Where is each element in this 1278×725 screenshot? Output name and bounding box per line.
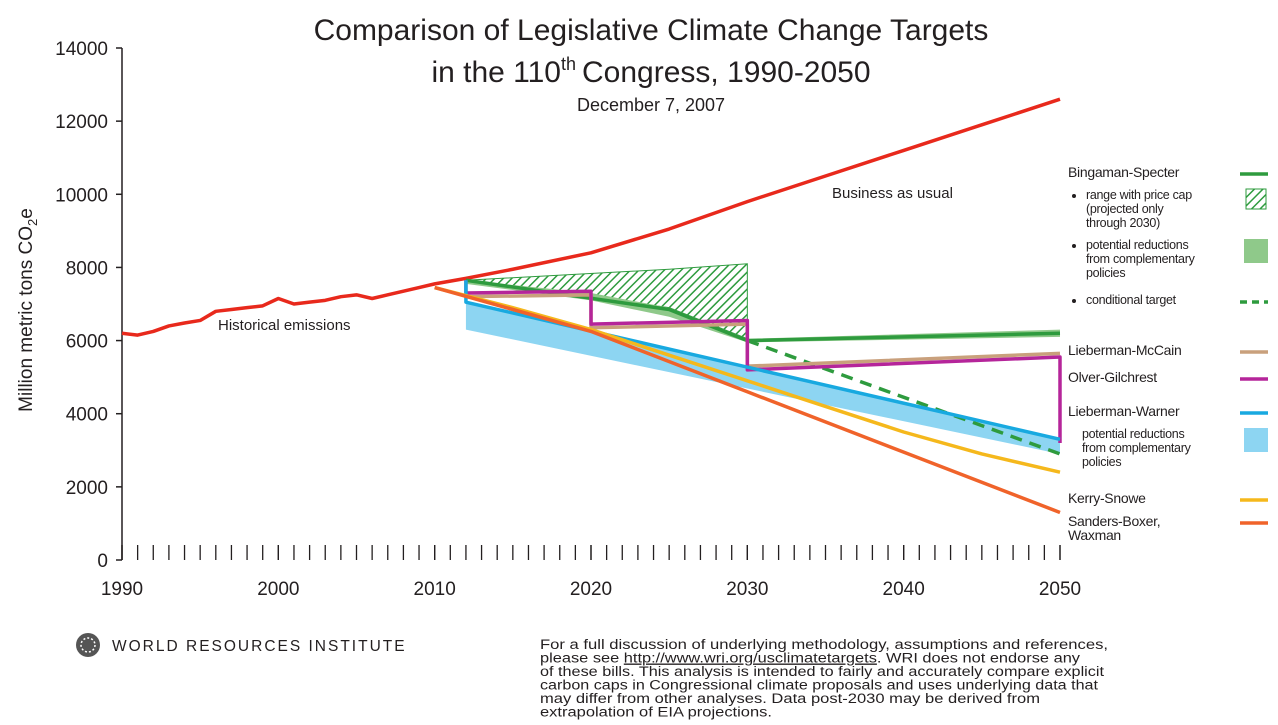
x-tick-label: 2050	[1039, 579, 1081, 600]
footnote-line: For a full discussion of underlying meth…	[540, 637, 1108, 652]
chart-title-line2: in the 110th Congress, 1990-2050	[431, 54, 870, 89]
x-tick-label: 1990	[101, 579, 143, 600]
line	[121, 97, 1061, 337]
x-tick-label: 2020	[570, 579, 612, 600]
line	[464, 280, 1062, 443]
legend-label: Kerry-Snowe	[1068, 490, 1146, 506]
y-tick-label: 4000	[66, 405, 108, 426]
footnote-text: For a full discussion of underlying meth…	[540, 637, 1108, 652]
line	[434, 285, 1061, 515]
footnote-line: extrapolation of EIA projections.	[540, 705, 772, 720]
footnote-line: may differ from other analyses. Data pos…	[540, 691, 1040, 706]
footnote-text: please see	[540, 651, 624, 666]
y-label-subscript: 2	[25, 219, 40, 226]
band	[465, 302, 1060, 454]
x-tick-label: 2040	[883, 579, 925, 600]
legend-bullet	[1072, 299, 1076, 303]
legend-label: potential reductions from complementary …	[1086, 238, 1195, 280]
x-tick-label: 2000	[257, 579, 299, 600]
y-label-part: e	[16, 208, 37, 219]
legend-bullet	[1072, 194, 1076, 198]
y-label-part: Million metric tons CO	[16, 226, 37, 412]
title-part: Congress, 1990-2050	[582, 56, 871, 89]
footnote-text: of these bills. This analysis is intende…	[540, 664, 1104, 679]
y-tick-label: 10000	[55, 185, 108, 206]
legend-label: Lieberman-McCain	[1068, 342, 1182, 358]
x-tick-label: 2010	[414, 579, 456, 600]
x-tick-label: 2030	[726, 579, 768, 600]
y-tick-label: 6000	[66, 332, 108, 353]
legend-swatch	[1245, 188, 1267, 210]
y-tick-label: 14000	[55, 39, 108, 60]
chart-title: Comparison of Legislative Climate Change…	[314, 14, 989, 47]
wri-logo	[76, 633, 100, 657]
chart-subtitle: December 7, 2007	[577, 95, 725, 115]
footnote-line: please see http://www.wri.org/usclimatet…	[540, 651, 1080, 666]
y-tick-label: 12000	[55, 112, 108, 133]
y-axis-label: Million metric tons CO2e	[16, 208, 40, 412]
footnote-line: of these bills. This analysis is intende…	[540, 664, 1104, 679]
footnote-text: . WRI does not endorse any	[877, 651, 1080, 666]
footnote-text: may differ from other analyses. Data pos…	[540, 691, 1040, 706]
title-part: in the 110	[431, 56, 561, 89]
annotation: Historical emissions	[218, 317, 351, 334]
legend-label: range with price cap (projected only thr…	[1086, 188, 1192, 230]
legend-swatch	[1244, 239, 1268, 263]
line	[465, 293, 1061, 368]
line	[464, 280, 1061, 442]
title-superscript: th	[561, 54, 576, 74]
legend-bullet	[1072, 244, 1076, 248]
dashed-line	[746, 338, 1061, 456]
footnote-line: carbon caps in Congressional climate pro…	[540, 678, 1098, 693]
legend-label: Lieberman-Warner	[1068, 403, 1180, 419]
annotation: Business as usual	[832, 185, 953, 202]
footnote-text: carbon caps in Congressional climate pro…	[540, 678, 1098, 693]
footnote-link[interactable]: http://www.wri.org/usclimatetargets	[624, 651, 877, 666]
legend-label: conditional target	[1086, 293, 1176, 307]
y-tick-label: 8000	[66, 258, 108, 279]
line	[434, 285, 1061, 474]
y-tick-label: 2000	[66, 478, 108, 499]
organization: WORLD RESOURCES INSTITUTE	[112, 638, 407, 655]
legend-label: Sanders-Boxer, Waxman	[1068, 513, 1161, 543]
legend-label: potential reductions from complementary …	[1082, 427, 1191, 469]
legend-swatch	[1244, 428, 1268, 452]
legend-label: Olver-Gilchrest	[1068, 369, 1157, 385]
footnote-text: extrapolation of EIA projections.	[540, 705, 772, 720]
legend-label: Bingaman-Specter	[1068, 164, 1180, 180]
y-tick-label: 0	[97, 551, 108, 572]
